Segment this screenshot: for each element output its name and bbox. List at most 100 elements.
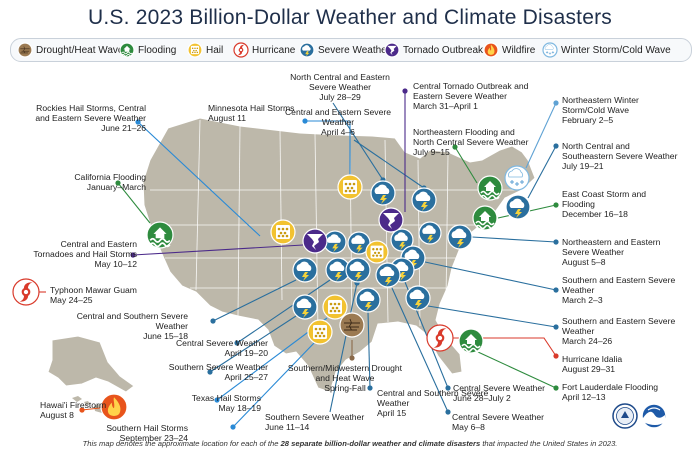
leader-lines <box>38 88 559 430</box>
leader-line <box>329 282 358 413</box>
leader-line <box>353 139 425 189</box>
event-date: June 21–26 <box>101 123 146 133</box>
event-label: Rockies Hail Storms, Central and Eastern… <box>28 103 146 133</box>
wildfire-icon <box>483 42 499 58</box>
event-date: August 11 <box>208 113 247 123</box>
hurricane-icon-badge <box>233 42 249 58</box>
legend-item-hail: Hail <box>187 42 223 58</box>
doc-seal <box>612 403 638 429</box>
legend-label: Drought/Heat Wave <box>36 44 124 56</box>
legend-item-winter-storm: Winter Storm/Cold Wave <box>542 42 671 58</box>
leader-line <box>454 146 478 184</box>
event-name: Central and Eastern Severe Weather <box>284 107 392 127</box>
land-shapes <box>47 117 536 413</box>
event-marker <box>322 294 348 320</box>
leader-dot <box>553 287 559 293</box>
leader-dot <box>210 318 216 324</box>
event-name: Central Severe Weather <box>453 383 546 393</box>
event-marker <box>411 187 437 213</box>
event-marker <box>325 257 351 283</box>
event-marker <box>100 393 128 421</box>
event-name: California Flooding <box>74 172 146 182</box>
event-marker <box>447 224 473 250</box>
legend-label: Tornado Outbreak <box>403 44 484 56</box>
event-marker <box>378 207 404 233</box>
event-marker <box>418 221 442 245</box>
event-date: Spring-Fall <box>324 383 366 393</box>
event-name: Central Severe Weather <box>175 338 268 348</box>
event-date: February 2–5 <box>562 115 614 125</box>
event-label: Northeastern and Eastern Severe Weather A… <box>562 237 680 267</box>
event-name: Fort Lauderdale Flooding <box>562 382 659 392</box>
hurricane-icon <box>233 42 249 58</box>
leader-line <box>212 279 297 322</box>
event-date: June 28–July 2 <box>453 393 511 403</box>
event-name: Typhoon Mawar Guam <box>50 285 137 295</box>
leader-dot <box>207 369 213 375</box>
event-name: Central Severe Weather <box>452 412 545 422</box>
event-marker <box>323 230 347 254</box>
leader-dot <box>553 353 559 359</box>
leader-line <box>232 341 316 428</box>
event-date: May 10–12 <box>94 259 137 269</box>
event-marker <box>477 175 503 201</box>
hail-icon <box>187 42 203 58</box>
leader-dot <box>553 385 559 391</box>
legend-item-wildfire: Wildfire <box>483 42 535 58</box>
legend-item-flood: Flooding <box>119 42 176 58</box>
event-marker <box>345 257 371 283</box>
event-date: July 28–29 <box>319 92 361 102</box>
leader-line <box>367 311 371 389</box>
tornado-icon <box>384 42 400 58</box>
event-label: North Central and Southeastern Severe We… <box>562 141 680 171</box>
event-label: Typhoon Mawar Guam May 24–25 <box>50 285 137 305</box>
event-date: April 15 <box>377 408 407 418</box>
legend-item-severe-weather: Severe Weather <box>299 42 390 58</box>
legend-item-hurricane: Hurricane <box>233 42 295 58</box>
event-marker <box>472 205 498 231</box>
event-marker <box>292 294 318 320</box>
leader-line <box>391 287 449 413</box>
footnote-bold: 28 separate billion-dollar weather and c… <box>280 439 481 448</box>
event-name: Northeastern Winter Storm/Cold Wave <box>562 95 639 115</box>
event-name: Northeastern and Eastern Severe Weather <box>562 237 661 257</box>
event-name: Southern and Eastern Severe Weather <box>562 275 676 295</box>
leader-line <box>527 145 557 199</box>
legend-label: Winter Storm/Cold Wave <box>561 44 671 56</box>
alaska-shape <box>47 335 135 393</box>
event-name: Southern and Eastern Severe Weather <box>562 316 676 336</box>
event-marker <box>337 174 363 200</box>
event-markers <box>12 165 531 421</box>
legend-label: Hail <box>206 44 224 56</box>
leader-dot <box>234 340 240 346</box>
event-name: North Central and Southeastern Severe We… <box>562 141 678 161</box>
legend-label: Flooding <box>138 44 177 56</box>
leader-line <box>427 305 557 328</box>
event-marker <box>426 324 454 352</box>
event-date: August 5–8 <box>562 257 606 267</box>
event-label: Southern and Eastern Severe Weather March… <box>562 316 680 346</box>
event-date: April 12–13 <box>562 392 606 402</box>
event-date: June 11–14 <box>265 422 310 432</box>
event-label: Minnesota Hail Storms August 11 <box>208 103 294 123</box>
event-label: Central and Eastern Severe Weather April … <box>279 107 397 137</box>
event-marker <box>270 219 296 245</box>
tornado-icon-badge <box>384 42 400 58</box>
event-date: January–March <box>86 182 146 192</box>
event-label: Texas Hail Storms May 18–19 <box>143 393 261 413</box>
event-date: March 31–April 1 <box>413 101 478 111</box>
leader-line <box>81 407 101 411</box>
event-name: Central and Southern Severe Weather <box>377 388 489 408</box>
event-label: Central and Eastern Tornadoes and Hail S… <box>19 239 137 269</box>
hail-icon-badge <box>187 42 203 58</box>
event-marker <box>505 194 531 220</box>
event-marker <box>12 278 40 306</box>
event-label: Central Tornado Outbreak and Eastern Sev… <box>413 81 531 111</box>
event-name: Rockies Hail Storms, Central and Eastern… <box>35 103 146 123</box>
event-marker <box>390 228 414 252</box>
event-label: Hurricane Idalia August 29–31 <box>562 354 622 374</box>
leader-dot <box>349 355 355 361</box>
leader-line <box>525 102 557 169</box>
event-marker <box>339 312 365 338</box>
